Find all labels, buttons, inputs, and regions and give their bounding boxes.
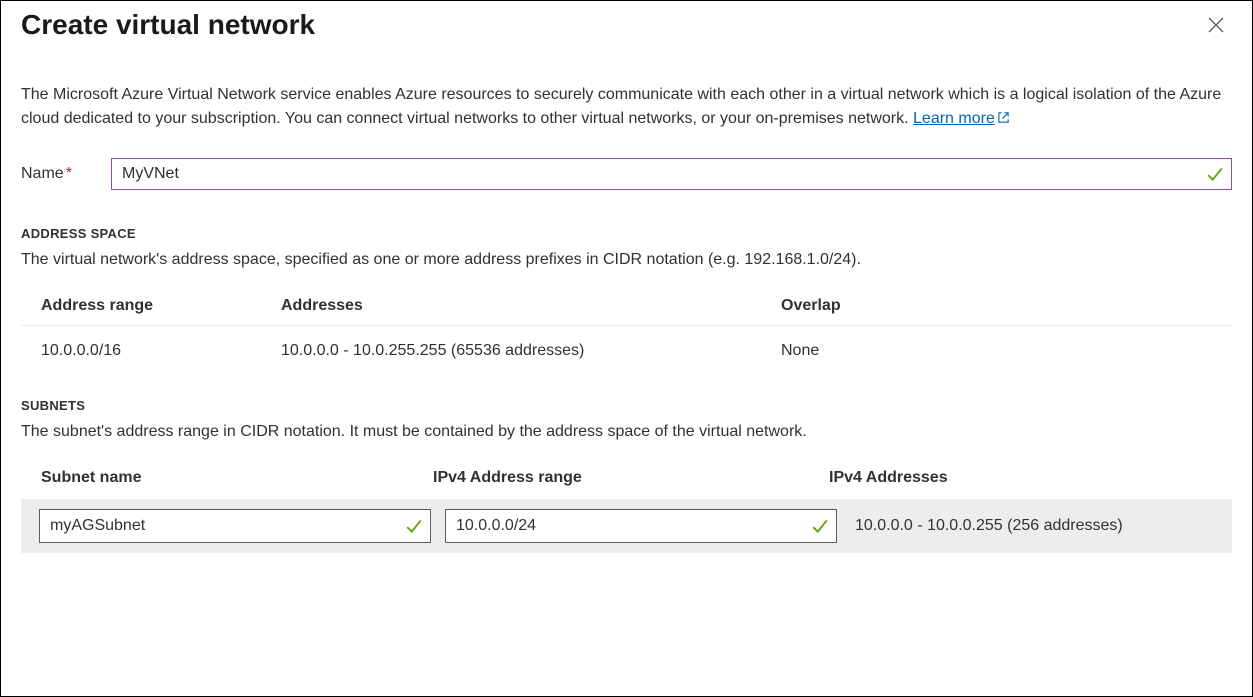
col-header-addresses: Addresses [281, 297, 781, 315]
address-space-heading: ADDRESS SPACE [21, 226, 1232, 241]
address-space-header-row: Address range Addresses Overlap [21, 287, 1232, 326]
subnets-table: Subnet name IPv4 Address range IPv4 Addr… [21, 459, 1232, 553]
subnet-range-cell [445, 509, 837, 543]
subnet-name-cell [39, 509, 431, 543]
subnets-section: SUBNETS The subnet's address range in CI… [21, 398, 1232, 553]
name-input[interactable] [111, 158, 1232, 190]
name-field-row: Name* [21, 158, 1232, 190]
subnet-addresses-cell: 10.0.0.0 - 10.0.0.255 (256 addresses) [851, 517, 1214, 535]
learn-more-link[interactable]: Learn more [913, 110, 1010, 127]
required-indicator: * [66, 165, 72, 182]
name-input-wrap [111, 158, 1232, 190]
address-space-description: The virtual network's address space, spe… [21, 251, 1232, 269]
check-icon [1206, 165, 1224, 183]
col-header-subnet-name: Subnet name [41, 469, 433, 487]
close-icon [1208, 17, 1224, 33]
panel-description: The Microsoft Azure Virtual Network serv… [21, 83, 1232, 132]
check-icon [811, 517, 829, 535]
subnet-range-input[interactable] [445, 509, 837, 543]
name-label: Name* [21, 165, 111, 183]
check-icon [405, 517, 423, 535]
address-space-section: ADDRESS SPACE The virtual network's addr… [21, 226, 1232, 376]
address-space-row[interactable]: 10.0.0.0/16 10.0.0.0 - 10.0.255.255 (655… [21, 326, 1232, 376]
external-link-icon [997, 108, 1010, 132]
subnet-name-input[interactable] [39, 509, 431, 543]
create-vnet-panel: Create virtual network The Microsoft Azu… [1, 1, 1252, 573]
page-title: Create virtual network [21, 9, 315, 41]
address-space-table: Address range Addresses Overlap 10.0.0.0… [21, 287, 1232, 376]
subnets-heading: SUBNETS [21, 398, 1232, 413]
subnets-description: The subnet's address range in CIDR notat… [21, 423, 1232, 441]
subnets-header-row: Subnet name IPv4 Address range IPv4 Addr… [21, 459, 1232, 499]
cell-addresses: 10.0.0.0 - 10.0.255.255 (65536 addresses… [281, 342, 781, 360]
cell-range: 10.0.0.0/16 [41, 342, 281, 360]
col-header-ipv4-addresses: IPv4 Addresses [825, 469, 1232, 487]
col-header-overlap: Overlap [781, 297, 1232, 315]
cell-overlap: None [781, 342, 1232, 360]
close-button[interactable] [1200, 9, 1232, 41]
subnet-row: 10.0.0.0 - 10.0.0.255 (256 addresses) [21, 499, 1232, 553]
description-text: The Microsoft Azure Virtual Network serv… [21, 86, 1221, 127]
col-header-range: Address range [41, 297, 281, 315]
panel-header: Create virtual network [21, 9, 1232, 41]
col-header-ipv4-range: IPv4 Address range [433, 469, 825, 487]
